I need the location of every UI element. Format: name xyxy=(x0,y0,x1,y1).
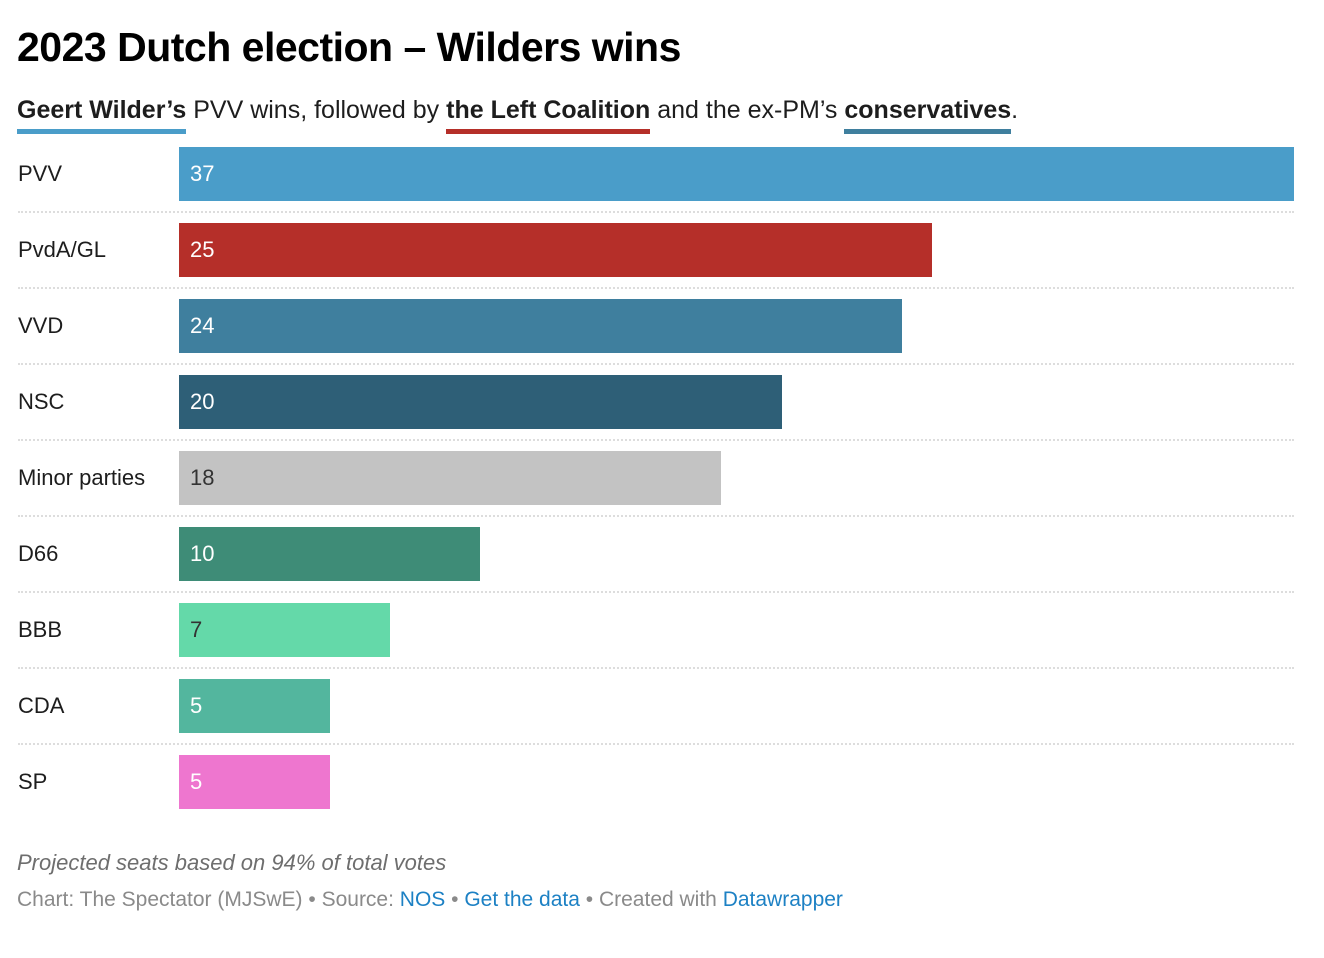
value-label: 25 xyxy=(190,237,215,262)
value-label: 7 xyxy=(190,617,203,642)
subtitle-text: . xyxy=(1011,96,1019,124)
separator-dot: • xyxy=(302,888,322,911)
chart-title: 2023 Dutch election – Wilders wins xyxy=(17,24,681,70)
row-separator xyxy=(18,363,1294,365)
category-label: PvdA/GL xyxy=(18,237,107,262)
bar xyxy=(179,223,933,277)
category-label: BBB xyxy=(18,617,63,642)
bar xyxy=(179,527,481,581)
chart-subtitle: Geert Wilder’s PVV wins, followed by the… xyxy=(17,94,1019,134)
value-label: 18 xyxy=(190,465,215,490)
bar xyxy=(179,603,390,657)
subtitle-text: PVV wins, followed by xyxy=(186,96,447,124)
row-separator xyxy=(18,287,1294,289)
value-label: 5 xyxy=(190,693,203,718)
bar xyxy=(179,299,903,353)
row-separator xyxy=(18,743,1294,745)
subtitle-text: and the ex-PM’s xyxy=(650,96,845,124)
row-separator xyxy=(18,667,1294,669)
value-label: 20 xyxy=(190,389,215,414)
chart-credit: Chart: The Spectator (MJSwE) xyxy=(17,888,303,911)
row-separator xyxy=(18,439,1294,441)
category-label: D66 xyxy=(18,541,59,566)
separator-dot: • xyxy=(579,888,599,911)
value-label: 37 xyxy=(190,161,215,186)
bar xyxy=(179,451,722,505)
bar xyxy=(179,375,782,429)
source-label: Source: xyxy=(321,888,400,911)
subtitle-highlight-conservatives: conservatives xyxy=(844,96,1012,134)
value-label: 5 xyxy=(190,769,203,794)
chart-notes: Projected seats based on 94% of total vo… xyxy=(17,850,447,875)
row-separator xyxy=(18,211,1294,213)
row-separator xyxy=(18,515,1294,517)
chart-byline: Chart: The Spectator (MJSwE) • Source: N… xyxy=(17,888,843,912)
row-separator xyxy=(18,591,1294,593)
get-the-data-link[interactable]: Get the data xyxy=(464,888,580,911)
category-label: Minor parties xyxy=(18,465,146,490)
bar-chart: PVV 37 PvdA/GL 25 VVD 24 NSC 20 Minor parties 18 D… xyxy=(18,147,1294,809)
datawrapper-link[interactable]: Datawrapper xyxy=(722,888,843,911)
value-label: 24 xyxy=(190,313,215,338)
bar xyxy=(179,147,1294,201)
source-link[interactable]: NOS xyxy=(399,888,446,911)
separator-dot: • xyxy=(445,888,465,911)
value-label: 10 xyxy=(190,541,215,566)
created-with-label: Created with xyxy=(598,888,723,911)
category-label: CDA xyxy=(18,693,65,718)
bar xyxy=(179,679,330,733)
subtitle-highlight-left-coalition: the Left Coalition xyxy=(446,96,651,134)
subtitle-highlight-pvv: Geert Wilder’s xyxy=(17,96,187,134)
bar xyxy=(179,755,330,809)
category-label: PVV xyxy=(18,161,63,186)
category-label: NSC xyxy=(18,389,65,414)
category-label: VVD xyxy=(18,313,64,338)
category-label: SP xyxy=(18,769,48,794)
